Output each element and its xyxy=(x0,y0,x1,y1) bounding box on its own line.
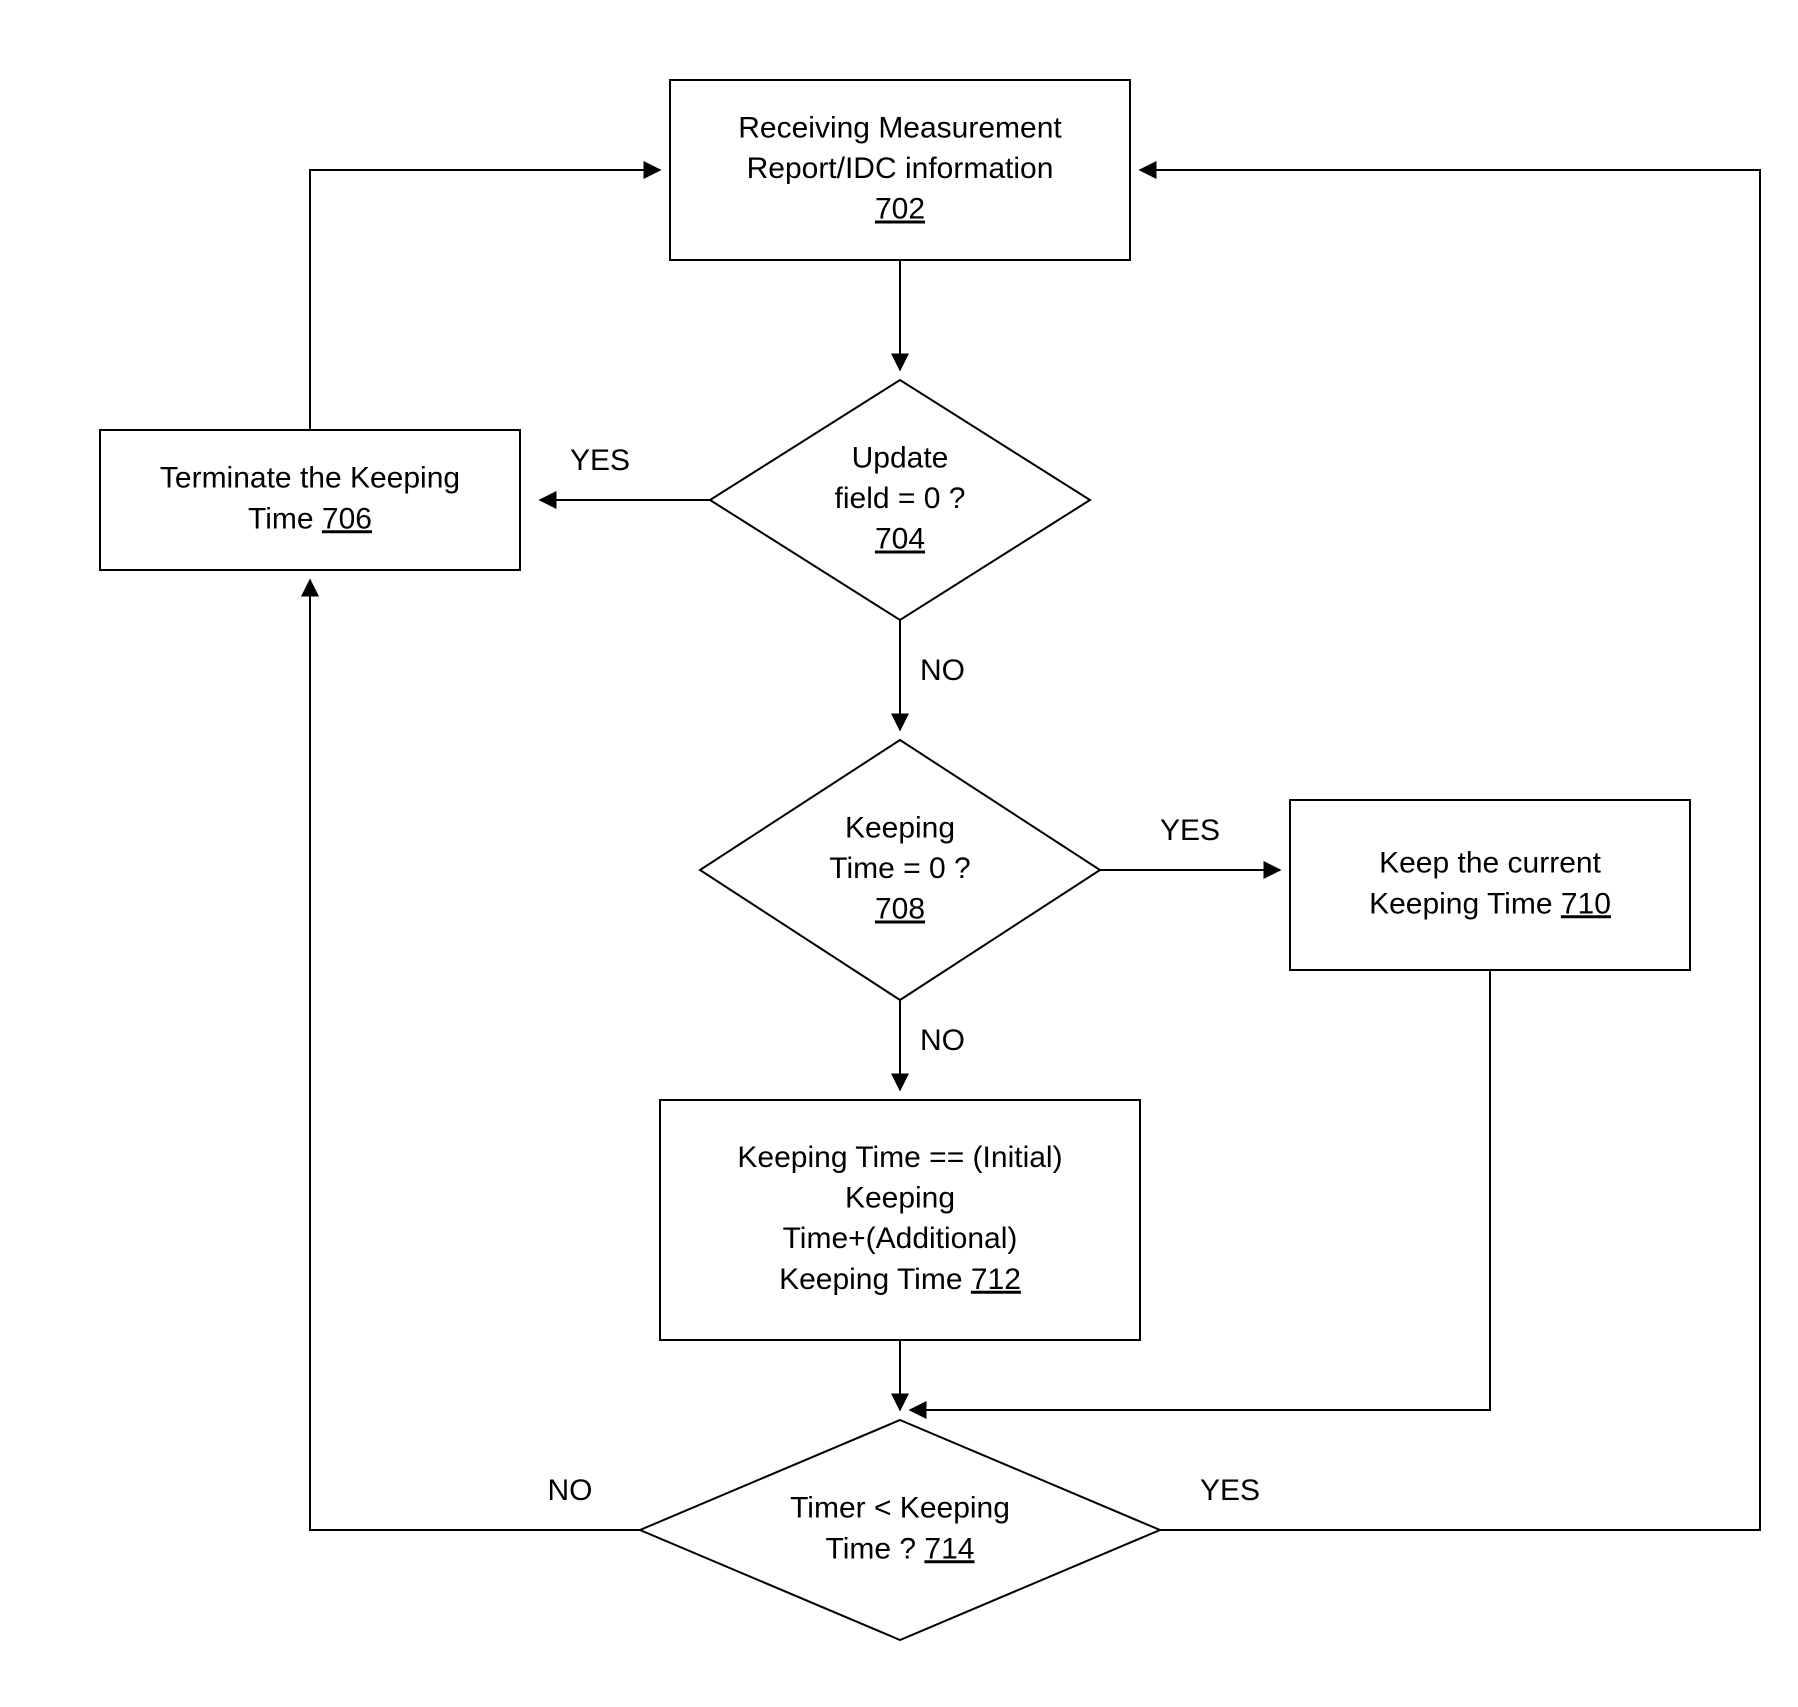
node-702: Receiving Measurement Report/IDC informat… xyxy=(670,80,1130,260)
edge-label: YES xyxy=(1160,814,1220,847)
node-text: Keeping xyxy=(845,811,955,844)
node-ref: 702 xyxy=(875,192,925,225)
node-text: Keep the current xyxy=(1379,847,1601,880)
node-text: Keeping Time == (Initial) xyxy=(737,1141,1062,1174)
node-710: Keep the current Keeping Time 710 xyxy=(1290,800,1690,970)
node-text: Timer < Keeping xyxy=(790,1492,1010,1525)
node-ref: Time 706 xyxy=(248,502,372,535)
node-text: field = 0 ? xyxy=(835,482,966,515)
edge-label: NO xyxy=(548,1474,593,1507)
node-text: Terminate the Keeping xyxy=(160,462,460,495)
node-ref: 704 xyxy=(875,522,925,555)
node-text: Time = 0 ? xyxy=(829,852,970,885)
node-714: Timer < Keeping Time ? 714 xyxy=(640,1420,1160,1640)
edge-label: YES xyxy=(1200,1474,1260,1507)
node-text: Update xyxy=(852,441,949,474)
node-text: Report/IDC information xyxy=(747,152,1054,185)
node-text: Receiving Measurement xyxy=(738,111,1062,144)
edge-label: NO xyxy=(920,1024,965,1057)
flowchart-canvas: YES NO YES NO YES NO Receiving Measurement Repo… xyxy=(0,0,1798,1707)
edge-label: NO xyxy=(920,654,965,687)
node-text: Keeping xyxy=(845,1182,955,1215)
node-ref: Keeping Time 712 xyxy=(779,1263,1021,1296)
node-708: Keeping Time = 0 ? 708 xyxy=(700,740,1100,1000)
node-704: Update field = 0 ? 704 xyxy=(710,380,1090,620)
node-ref: Time ? 714 xyxy=(826,1532,975,1565)
node-text: Time+(Additional) xyxy=(783,1222,1018,1255)
node-706: Terminate the Keeping Time 706 xyxy=(100,430,520,570)
node-ref: Keeping Time 710 xyxy=(1369,887,1611,920)
node-ref: 708 xyxy=(875,892,925,925)
node-712: Keeping Time == (Initial) Keeping Time+(Ad… xyxy=(660,1100,1140,1340)
edge-label: YES xyxy=(570,444,630,477)
